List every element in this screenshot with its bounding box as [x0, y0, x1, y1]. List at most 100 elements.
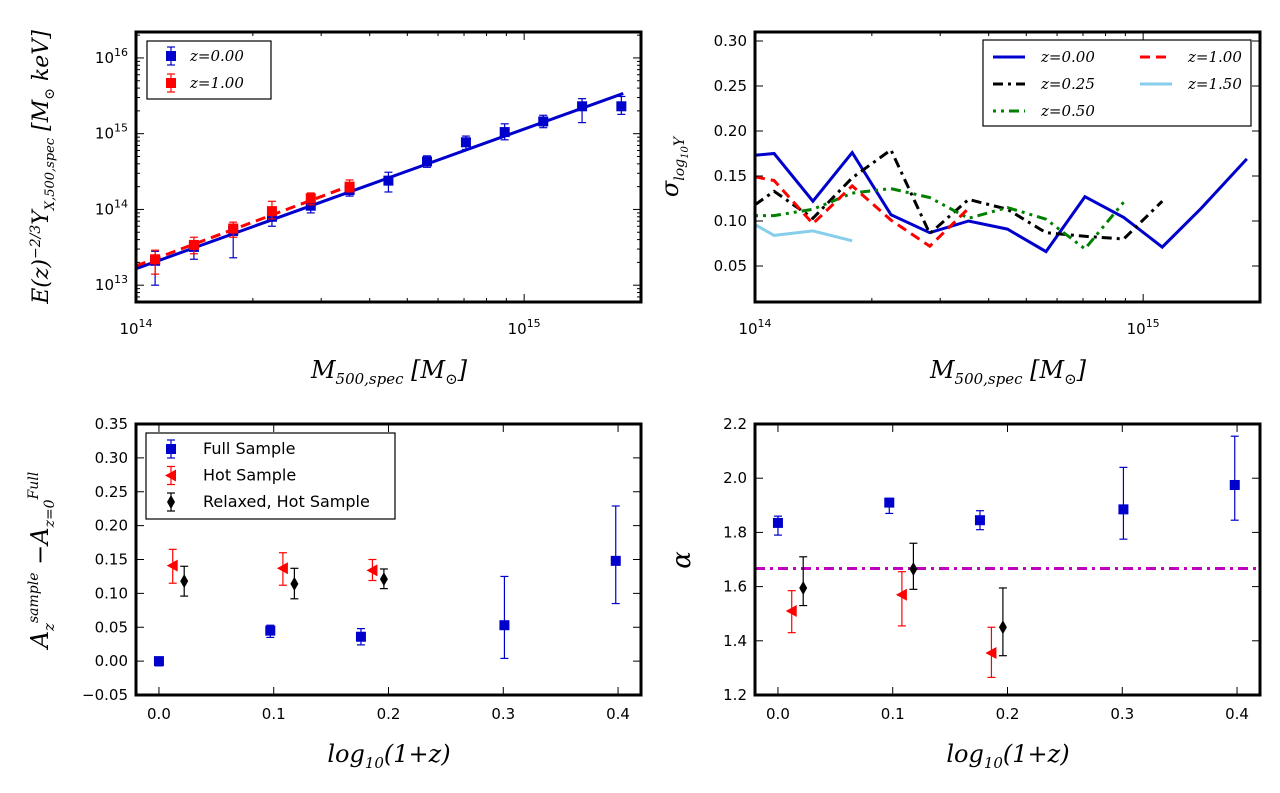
series-line-025: [755, 147, 1164, 241]
fit-line-z1: [136, 183, 353, 268]
data-point: [460, 137, 471, 148]
data-point: [909, 561, 918, 576]
legend-label: Relaxed, Hot Sample: [203, 492, 370, 511]
series-line-050: [755, 187, 1125, 251]
error-bar: [611, 505, 620, 605]
plot-frame: [753, 422, 1262, 697]
data-point: [150, 254, 161, 265]
x-axis-label: M500,spec [M⊙]: [929, 356, 1087, 388]
data-point: [383, 175, 394, 186]
y-tick-label: −0.05: [82, 686, 128, 704]
y-tick-label: 1.6: [723, 578, 747, 596]
data-point: [884, 497, 895, 508]
data-point: [266, 206, 277, 217]
data-point: [276, 562, 288, 575]
panel-normalization-offset: 0.0 0.1 0.2 0.3 0.4 −0.05 0.00 0.05 0.10 0.15 0.20…: [26, 415, 643, 772]
y-tick-label: 0.00: [95, 652, 128, 670]
x-tick-label: 1015: [508, 317, 541, 338]
data-point: [499, 620, 510, 631]
y-tick-label: 0.20: [95, 517, 128, 535]
series-line-000: [755, 150, 1248, 254]
y-axis-label: α: [667, 551, 697, 569]
y-tick-label: 0.25: [95, 483, 128, 501]
legend-label: z=0.25: [1040, 75, 1095, 93]
x-tick-label: 0.1: [881, 705, 905, 723]
data-point: [577, 101, 588, 112]
x-tick-label: 0.4: [1225, 705, 1249, 723]
x-tick-label: 0.0: [147, 705, 171, 723]
data-point: [188, 239, 199, 250]
data-point: [616, 101, 627, 112]
data-point: [153, 656, 164, 667]
data-point: [785, 604, 797, 617]
plot-frame: [134, 30, 643, 304]
data-point: [228, 223, 239, 234]
y-axis-label: E(z)−2/3YX,500,spec [M⊙ keV]: [28, 30, 58, 305]
error-bar: [1230, 435, 1239, 521]
data-point: [344, 181, 355, 192]
data-point: [538, 116, 549, 127]
error-bar: [1119, 466, 1128, 540]
data-point: [180, 574, 189, 589]
data-point: [290, 576, 299, 591]
x-tick-label: 0.4: [606, 705, 630, 723]
y-tick-label: 0.15: [714, 167, 747, 185]
y-tick-label: 0.25: [714, 77, 747, 95]
legend-label: z=1.50: [1187, 75, 1242, 93]
data-point: [1229, 479, 1240, 490]
y-tick-label: 2.0: [723, 469, 747, 487]
x-axis-label: log10(1+z): [327, 740, 450, 772]
data-point: [305, 193, 316, 204]
legend-label: z=0.00: [1040, 48, 1095, 66]
y-axis-label: Azsample −Az=0Full: [26, 472, 58, 651]
legend-label: z=0.50: [1040, 102, 1095, 120]
y-tick-label: 1013: [95, 273, 128, 294]
legend-label: z=1.00: [189, 74, 244, 92]
panel-slope-alpha: 0.0 0.1 0.2 0.3 0.4 1.2 1.4 1.6 1.8 2.0 2.2 log10(1…: [667, 415, 1262, 772]
legend-marker: [166, 78, 176, 88]
x-tick-label: 0.2: [377, 705, 401, 723]
legend-label: Hot Sample: [203, 466, 296, 485]
legend-label: z=0.00: [189, 47, 244, 65]
plot-frame: [134, 422, 643, 697]
data-point: [799, 580, 808, 595]
x-axis-label: log10(1+z): [946, 740, 1069, 772]
plot-frame: [753, 30, 1262, 304]
data-point: [610, 555, 621, 566]
data-point: [305, 200, 316, 211]
x-tick-label: 0.2: [996, 705, 1020, 723]
x-tick-label: 0.1: [262, 705, 286, 723]
error-bar: [500, 575, 509, 660]
legend-marker: [165, 469, 176, 482]
legend: Full Sample Hot Sample Relaxed, Hot Sample: [145, 432, 396, 520]
y-axis-label: σlog10Y: [656, 135, 691, 197]
y-tick-label: 0.30: [714, 32, 747, 50]
data-point: [895, 588, 907, 601]
series-line-100: [755, 175, 970, 249]
data-point: [379, 572, 388, 587]
legend-label: z=1.00: [1187, 48, 1242, 66]
x-axis-label: M500,spec [M⊙]: [310, 356, 468, 388]
y-tick-label: 2.2: [723, 415, 747, 433]
legend: z=0.00 z=1.00: [146, 40, 272, 100]
y-tick-label: 0.20: [714, 122, 747, 140]
y-tick-label: 0.05: [714, 257, 747, 275]
y-tick-label: 1.2: [723, 686, 747, 704]
y-tick-label: 0.05: [95, 618, 128, 636]
data-point: [1118, 504, 1129, 515]
fit-line-z0: [136, 92, 624, 271]
x-tick-label: 0.3: [491, 705, 515, 723]
legend: z=0.00 z=1.00 z=0.25 z=1.50 z=0.50: [982, 39, 1252, 127]
data-point: [985, 646, 997, 659]
data-point: [166, 559, 178, 572]
data-point: [366, 564, 378, 577]
y-tick-label: 0.10: [714, 212, 747, 230]
x-tick-label: 1014: [738, 317, 771, 338]
data-point: [772, 517, 783, 528]
data-point: [422, 156, 433, 167]
data-point: [355, 631, 366, 642]
y-tick-label: 0.10: [95, 584, 128, 602]
data-point: [499, 127, 510, 138]
